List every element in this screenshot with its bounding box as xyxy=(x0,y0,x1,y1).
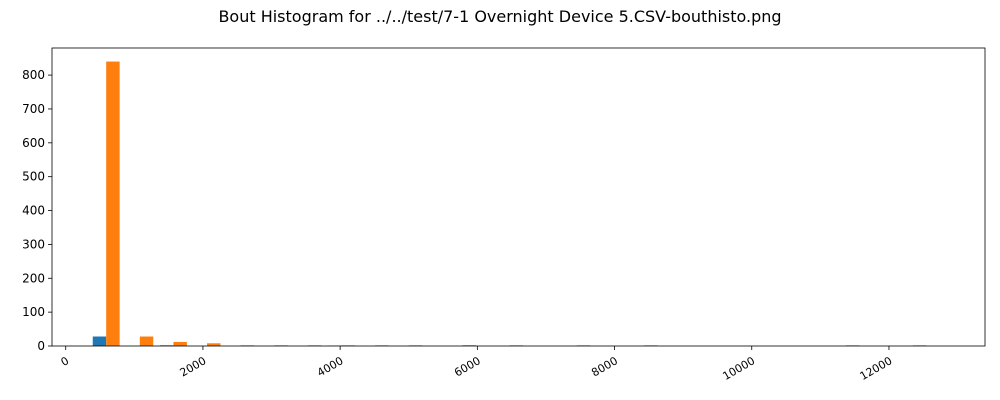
y-tick-label: 400 xyxy=(22,204,45,218)
y-tick-label: 700 xyxy=(22,102,45,116)
y-axis: 0 100 200 300 400 500 600 700 800 xyxy=(22,68,52,353)
bar-series-2-bin-1 xyxy=(106,61,120,346)
y-tick-label: 0 xyxy=(37,339,45,353)
chart-title: Bout Histogram for ../../test/7-1 Overni… xyxy=(218,7,781,26)
y-tick-label: 500 xyxy=(22,170,45,184)
bar-series-2-bin-4 xyxy=(207,343,221,346)
plot-frame xyxy=(51,47,986,347)
bar-series-2-bin-3 xyxy=(173,341,187,346)
y-tick-label: 800 xyxy=(22,68,45,82)
y-tick-label: 100 xyxy=(22,305,45,319)
y-tick-label: 300 xyxy=(22,237,45,251)
bar-series-1-bin-1 xyxy=(92,336,107,346)
y-tick-label: 600 xyxy=(22,136,45,150)
bar-series-2-bin-2 xyxy=(139,336,154,346)
y-tick-label: 200 xyxy=(22,271,45,285)
